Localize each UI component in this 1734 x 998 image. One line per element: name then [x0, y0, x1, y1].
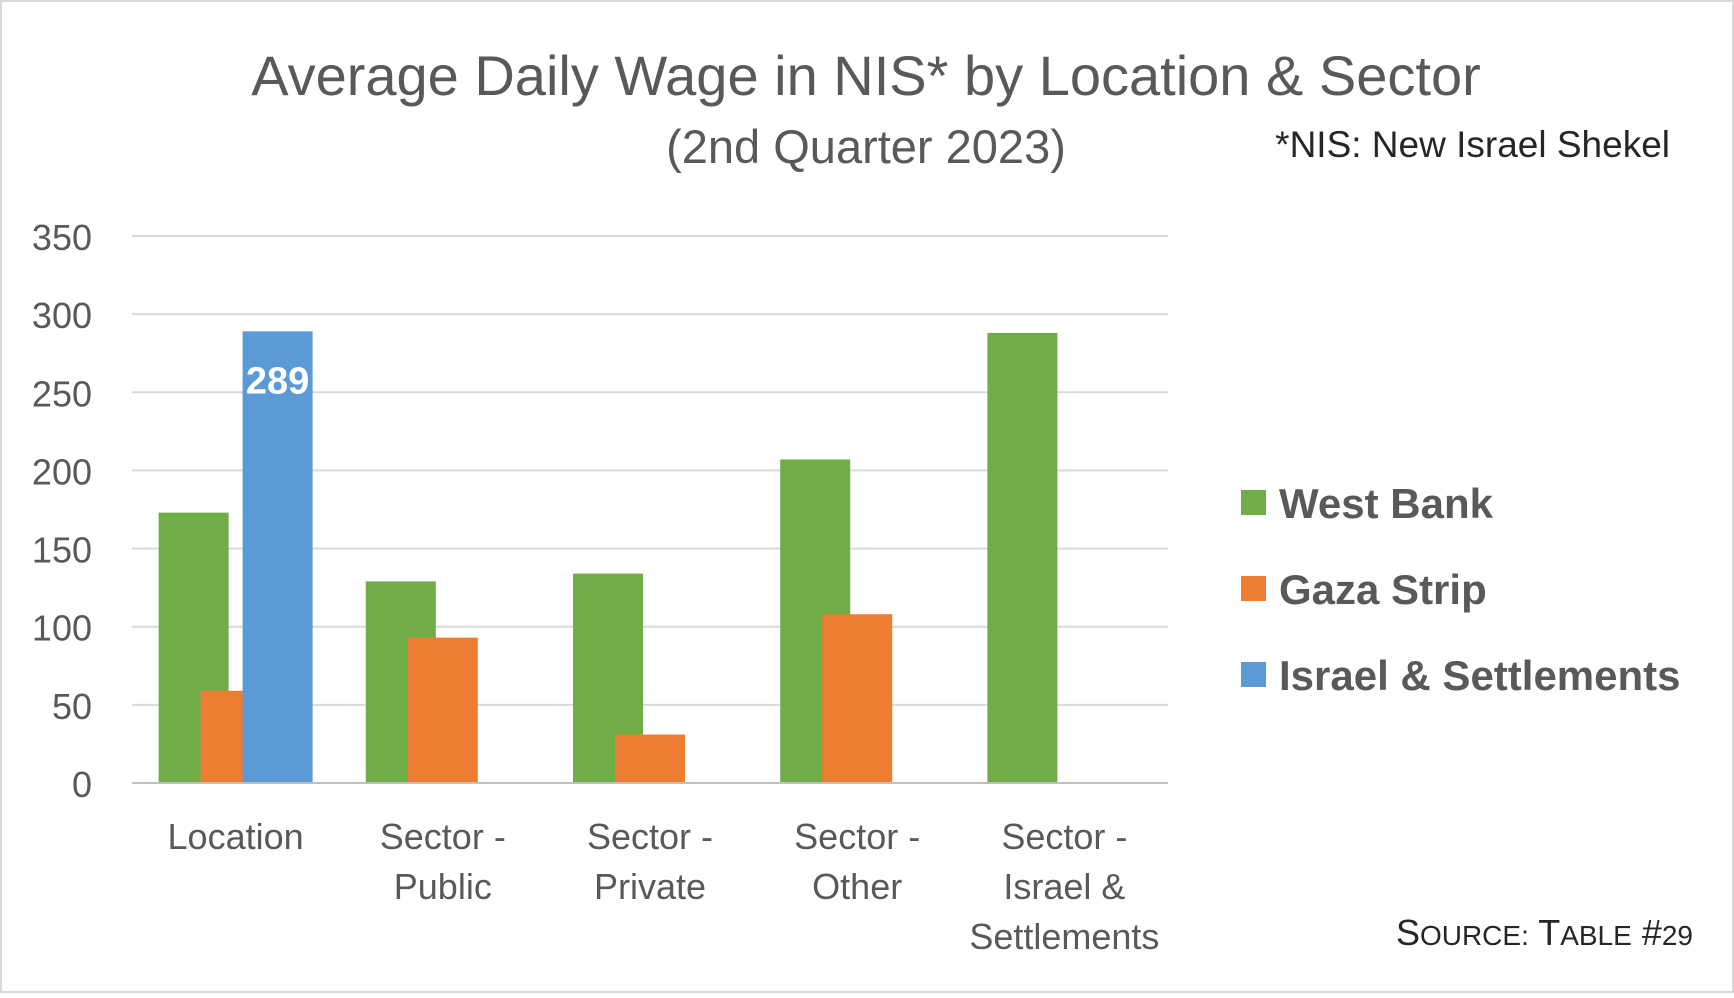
y-axis-ticks: 0 50 100 150 200 250 300 350 [32, 217, 92, 805]
legend-swatch [1241, 576, 1266, 601]
y-tick-label: 300 [32, 295, 92, 336]
bar [615, 734, 685, 783]
x-axis-ticks: Location Sector - Public Sector - Private Sec… [168, 816, 1160, 957]
y-tick-label: 50 [52, 686, 92, 727]
data-label: 289 [246, 360, 309, 402]
x-tick-label: Sector - [1001, 816, 1127, 857]
y-tick-label: 250 [32, 373, 92, 414]
x-tick-label: Settlements [969, 916, 1159, 957]
currency-note: *NIS: New Israel Shekel [1275, 124, 1670, 165]
x-tick-label: Sector - [794, 816, 920, 857]
y-tick-label: 200 [32, 451, 92, 492]
x-tick-label: Sector - [587, 816, 713, 857]
bars [158, 331, 1058, 783]
y-tick-label: 350 [32, 217, 92, 258]
legend-swatch [1241, 490, 1266, 515]
legend-swatch [1241, 662, 1266, 687]
legend-label: West Bank [1279, 480, 1494, 527]
data-labels: 289 [246, 360, 309, 402]
x-tick-label: Israel & [1003, 866, 1125, 907]
legend-label: Israel & Settlements [1279, 652, 1681, 699]
bar [822, 614, 893, 783]
bar [242, 331, 313, 783]
x-tick-label: Public [394, 866, 492, 907]
x-tick-label: Other [812, 866, 902, 907]
x-tick-label: Sector - [380, 816, 506, 857]
bar [987, 332, 1058, 783]
x-tick-label: Location [168, 816, 304, 857]
y-tick-label: 0 [72, 764, 92, 805]
chart-title: Average Daily Wage in NIS* by Location &… [251, 44, 1481, 107]
y-tick-label: 150 [32, 530, 92, 571]
legend-label: Gaza Strip [1279, 566, 1487, 613]
chart-subtitle: (2nd Quarter 2023) [666, 120, 1066, 173]
source-note: SOURCE: TABLE #29 [1396, 912, 1693, 953]
legend: West Bank Gaza Strip Israel & Settlements [1241, 480, 1681, 699]
x-tick-label: Private [594, 866, 706, 907]
y-tick-label: 100 [32, 608, 92, 649]
bar [407, 637, 478, 783]
